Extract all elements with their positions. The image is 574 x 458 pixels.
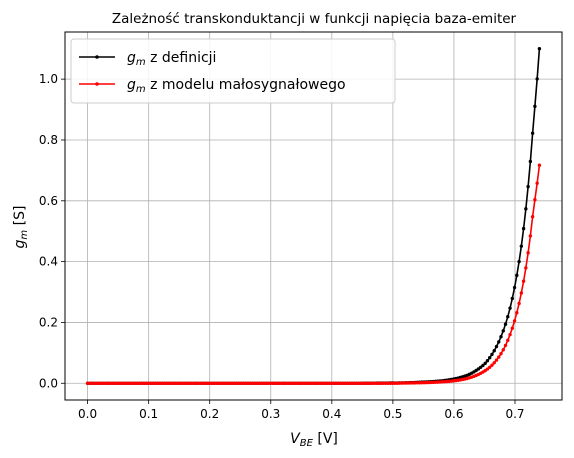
data-point-small-signal <box>533 198 537 202</box>
y-tick-label: 0.4 <box>39 255 58 269</box>
y-tick-label: 1.0 <box>39 72 58 86</box>
data-point-small-signal <box>492 361 496 365</box>
data-point-small-signal <box>537 163 542 167</box>
legend-label-definition-rest: z definicji <box>146 50 217 66</box>
data-point-small-signal <box>535 181 539 185</box>
data-point-small-signal <box>508 332 512 337</box>
data-point-definition <box>526 184 530 189</box>
data-point-definition <box>517 259 521 264</box>
data-point-definition <box>537 47 542 51</box>
x-tick-label: 0.1 <box>139 407 158 421</box>
legend-label-small-signal-base: g <box>127 77 136 93</box>
data-point-small-signal <box>494 358 499 362</box>
data-point-definition <box>510 296 514 301</box>
series-layer <box>85 47 542 385</box>
y-axis-label-sub: m <box>19 230 30 240</box>
data-point-small-signal <box>501 348 505 352</box>
x-tick-label: 0.2 <box>200 407 219 421</box>
data-point-small-signal <box>524 266 528 270</box>
data-point-definition <box>508 306 512 310</box>
x-tick-label: 0.4 <box>322 407 341 421</box>
y-tick-label: 0.2 <box>39 315 58 329</box>
data-point-small-signal <box>519 291 524 295</box>
data-point-small-signal <box>497 355 501 359</box>
data-point-definition <box>488 356 492 360</box>
x-axis-label-base: V <box>290 431 301 447</box>
x-tick-label: 0.0 <box>78 407 97 421</box>
plot-frame <box>64 31 563 401</box>
series-small-signal <box>85 163 542 385</box>
legend-marker-small-signal <box>95 82 99 86</box>
y-tick-label: 0.6 <box>39 194 58 208</box>
y-axis-label: gm [S] <box>12 206 30 249</box>
data-point-definition <box>478 365 483 369</box>
data-point-small-signal <box>515 310 519 315</box>
data-point-small-signal <box>517 301 521 306</box>
y-tick-label: 0.8 <box>39 133 58 147</box>
data-point-small-signal <box>528 234 533 238</box>
data-point-small-signal <box>506 338 510 343</box>
data-point-definition <box>497 340 501 344</box>
x-tick-label: 0.7 <box>505 407 524 421</box>
data-point-small-signal <box>521 279 526 283</box>
data-point-definition <box>524 207 528 211</box>
chart-title: Zależność transkonduktancji w funkcji na… <box>112 11 517 27</box>
data-point-definition <box>501 329 505 333</box>
legend-label-small-signal-sub: m <box>136 84 146 95</box>
data-point-small-signal <box>530 215 535 219</box>
legend-label-small-signal-rest: z modelu małosygnałowego <box>146 77 346 93</box>
data-point-definition <box>535 77 539 81</box>
data-point-definition <box>506 315 510 319</box>
data-point-small-signal <box>503 343 508 348</box>
data-point-small-signal <box>499 351 503 356</box>
data-point-definition <box>530 131 535 135</box>
data-point-small-signal <box>490 363 494 367</box>
data-point-definition <box>483 361 487 366</box>
x-axis-label-unit: [V] <box>313 431 338 447</box>
data-point-definition <box>515 273 519 278</box>
data-point-small-signal <box>526 251 530 255</box>
legend-label-definition-base: g <box>127 50 136 66</box>
legend-label-definition-sub: m <box>136 57 146 68</box>
data-point-small-signal <box>510 326 514 330</box>
data-point-definition <box>492 349 496 353</box>
data-point-definition <box>503 322 508 326</box>
data-point-definition <box>521 226 526 231</box>
x-axis-label: VBE [V] <box>290 431 338 449</box>
x-tick-label: 0.3 <box>261 407 280 421</box>
legend-marker-definition <box>95 55 99 59</box>
data-point-definition <box>481 363 485 368</box>
data-point-definition <box>519 244 524 248</box>
data-point-definition <box>533 104 537 109</box>
legend-label-small-signal: gm z modelu małosygnałowego <box>127 77 346 95</box>
ticks: 0.0 0.1 0.2 0.3 0.4 0.5 0.6 0.7 0.0 0.2 0.4 0.6 0.8 1… <box>39 72 525 421</box>
data-point-definition <box>512 285 517 290</box>
x-axis-label-sub: BE <box>300 438 314 449</box>
y-tick-label: 0.0 <box>39 376 58 390</box>
data-point-definition <box>494 344 499 349</box>
data-point-small-signal <box>488 365 492 369</box>
y-axis-label-base: g <box>12 239 28 248</box>
data-point-definition <box>485 359 490 363</box>
data-point-definition <box>490 352 494 357</box>
data-point-definition <box>528 159 533 164</box>
legend-label-definition: gm z definicji <box>127 50 216 68</box>
data-point-small-signal <box>512 319 517 323</box>
legend: gm z definicji gm z modelu małosygnałowe… <box>70 38 396 104</box>
data-point-definition <box>499 335 503 339</box>
legend-box <box>70 38 396 104</box>
x-tick-label: 0.5 <box>383 407 402 421</box>
y-axis-label-unit: [S] <box>12 206 28 230</box>
x-tick-label: 0.6 <box>444 407 463 421</box>
